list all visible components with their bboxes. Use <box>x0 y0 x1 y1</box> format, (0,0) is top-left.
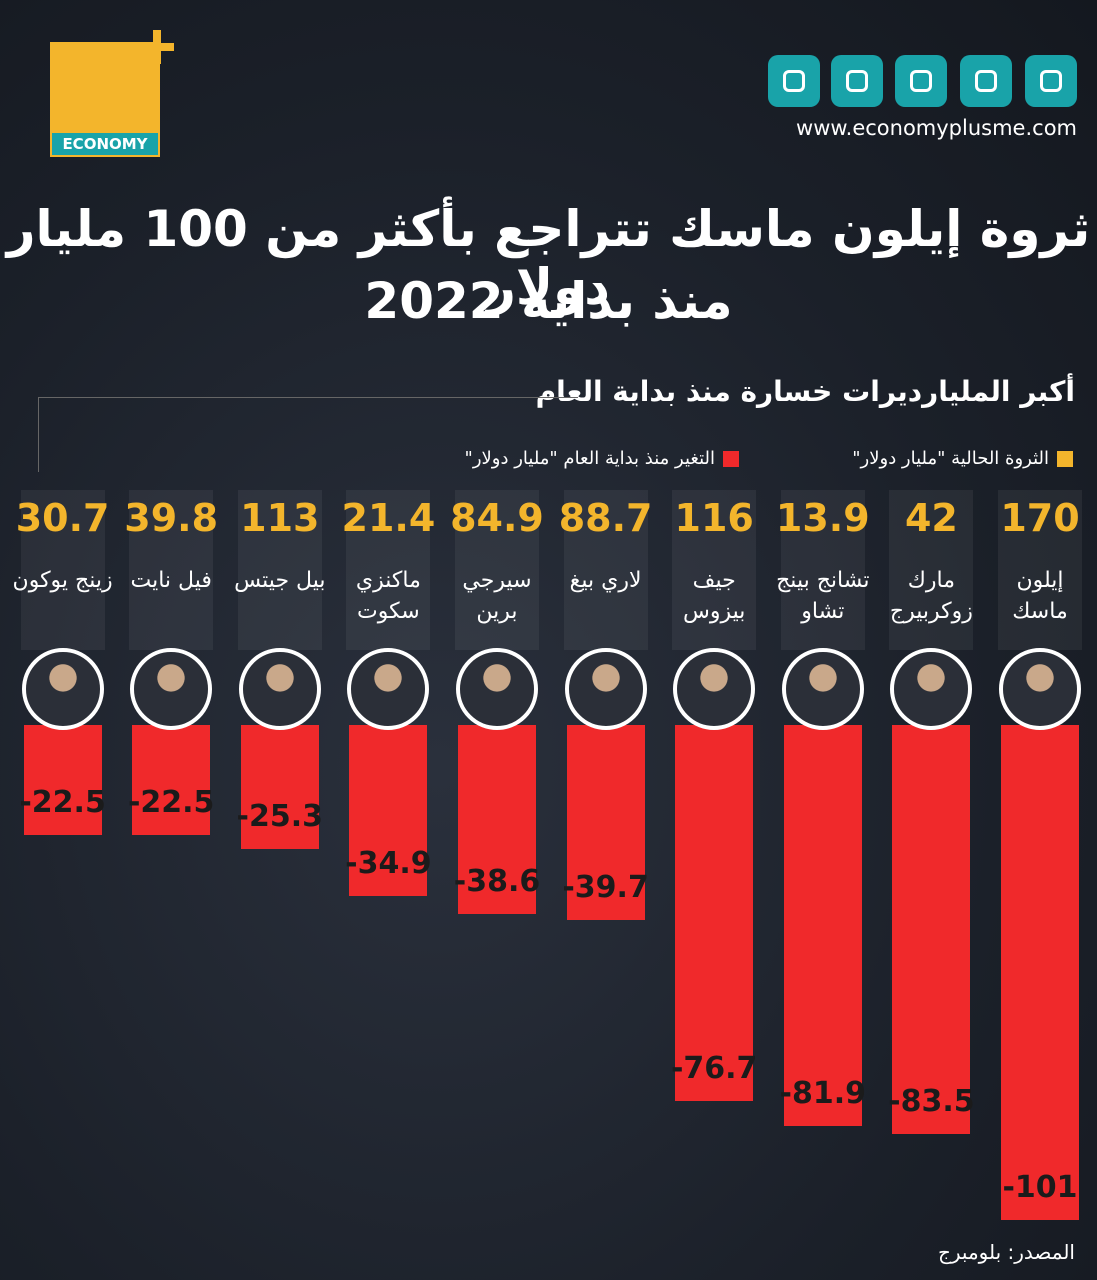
bar <box>566 725 645 920</box>
legend-label: الثروة الحالية "مليار دولار" <box>852 448 1049 469</box>
category-label: ماكنزي سكوت <box>355 568 421 624</box>
bar <box>458 725 536 915</box>
bar-label: -83.5 <box>888 1084 975 1120</box>
legend-item: التغير منذ بداية العام "مليار دولار" <box>465 448 739 469</box>
column-panel <box>455 490 539 650</box>
logo-plus <box>140 30 174 64</box>
column-panel <box>129 490 214 650</box>
bar <box>23 725 102 836</box>
website[interactable]: www.economyplusme.com <box>796 116 1077 140</box>
column-panel <box>20 490 105 650</box>
subtitle: أكبر المليارديرات خسارة منذ بداية العام <box>535 375 1075 408</box>
bar <box>1001 725 1079 1220</box>
bar <box>783 725 862 1127</box>
portrait <box>890 648 973 730</box>
legend-label: التغير منذ بداية العام "مليار دولار" <box>464 448 715 469</box>
bar-label: -34.9 <box>345 846 432 882</box>
social-icon[interactable] <box>831 55 883 107</box>
category-label: فيل نايت <box>130 568 212 593</box>
portrait <box>238 648 321 730</box>
social-icon[interactable] <box>960 55 1012 107</box>
chart-title: ثروة إيلون ماسك تتراجع بأكثر من 100 مليا… <box>6 200 1091 316</box>
logo-text: ECONOMY <box>52 133 158 155</box>
value-label: 84.9 <box>450 496 544 540</box>
bar-label: -22.5 <box>19 785 106 821</box>
portrait <box>21 648 104 730</box>
value-label: 170 <box>1000 496 1080 540</box>
bar <box>675 725 754 1101</box>
bar <box>892 725 971 1135</box>
legend-item: الثروة الحالية "مليار دولار" <box>852 448 1073 469</box>
social-icon[interactable] <box>1025 55 1077 107</box>
value-label: 42 <box>904 496 958 540</box>
social-icon[interactable] <box>895 55 947 107</box>
category-label: جيف بيزوس <box>682 568 746 624</box>
column-panel <box>346 490 431 650</box>
rule <box>38 397 578 398</box>
portrait <box>456 648 538 730</box>
bar-label: -76.7 <box>670 1050 758 1086</box>
bar <box>240 725 319 849</box>
category-label: لاري بيغ <box>569 568 642 593</box>
value-label: 113 <box>240 496 320 540</box>
rule <box>38 397 39 472</box>
value-label: 88.7 <box>558 496 653 540</box>
portrait <box>347 648 430 730</box>
bar <box>132 725 211 836</box>
category-label: سيرجي برين <box>462 568 532 624</box>
column-panel <box>889 490 974 650</box>
value-label: 30.7 <box>15 496 110 540</box>
chart-title: منذ بداية 2022 <box>364 272 733 330</box>
portrait <box>673 648 756 730</box>
value-label: 21.4 <box>341 496 436 540</box>
source: المصدر: بلومبرج <box>937 1240 1075 1264</box>
value-label: 13.9 <box>775 496 870 540</box>
legend-swatch <box>1057 450 1073 467</box>
social-icon[interactable] <box>768 55 820 107</box>
bar-label: -22.5 <box>127 785 215 821</box>
portrait <box>999 648 1081 730</box>
category-label: مارك زوكربيرج <box>889 568 973 624</box>
value-label: 39.8 <box>124 496 219 540</box>
value-label: 116 <box>674 496 754 540</box>
bar-label: -25.3 <box>236 798 324 834</box>
portrait <box>130 648 213 730</box>
category-label: تشانج بينج تشاو <box>776 568 870 624</box>
portrait <box>564 648 647 730</box>
legend-swatch <box>723 450 739 467</box>
bar-label: -81.9 <box>779 1076 867 1112</box>
column-panel <box>998 490 1082 650</box>
column-panel <box>780 490 865 650</box>
portrait <box>781 648 864 730</box>
category-label: بيل جيتس <box>234 568 326 593</box>
bar-label: -101 <box>1002 1170 1078 1205</box>
category-label: زينج يوكون <box>12 568 113 593</box>
column-panel <box>237 490 322 650</box>
column-panel <box>672 490 757 650</box>
bar-label: -38.6 <box>453 864 541 900</box>
column-panel <box>563 490 648 650</box>
category-label: إيلون ماسك <box>1012 568 1068 624</box>
bar <box>349 725 428 897</box>
bar-label: -39.7 <box>562 869 649 905</box>
